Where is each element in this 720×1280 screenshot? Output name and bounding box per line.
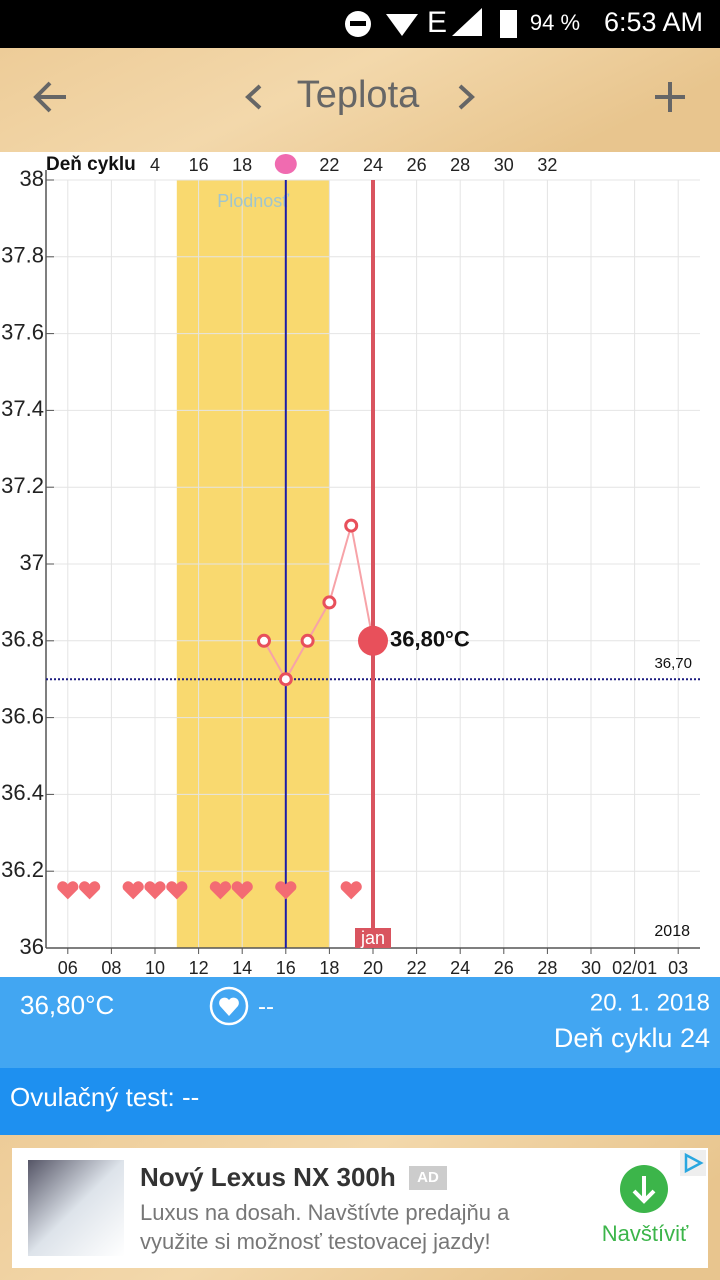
summary-date: 20. 1. 2018 [590, 989, 710, 1016]
ad-description: využite si možnosť testovacej jazdy! [140, 1229, 491, 1254]
next-button[interactable] [458, 84, 475, 110]
x-tick-label: 02/01 [612, 958, 657, 978]
clock: 6:53 AM [604, 7, 703, 37]
x2-tick-label: 32 [537, 155, 557, 175]
y-tick-label: 36.6 [1, 703, 44, 728]
intercourse-heart [57, 881, 79, 900]
intercourse-heart [144, 881, 166, 900]
x2-tick-label: 4 [150, 155, 160, 175]
intercourse-heart [219, 997, 239, 1016]
x2-tick-label: 18 [232, 155, 252, 175]
x-tick-label: 03 [668, 958, 688, 978]
x-tick-label: 28 [537, 958, 557, 978]
y-tick-label: 37.4 [1, 396, 44, 421]
point [278, 672, 293, 687]
x-tick-label: 30 [581, 958, 601, 978]
y-tick-label: 36.4 [1, 780, 44, 805]
intercourse-heart [231, 881, 253, 900]
point [300, 633, 315, 648]
summary-temperature: 36,80°C [20, 990, 114, 1020]
chart: 36 36.2 36.4 36.6 36.8 37 37.2 37.4 37.6 37.8 38 06… [1, 154, 700, 978]
y-tick-label: 37.8 [1, 243, 44, 268]
intercourse-heart [122, 881, 144, 900]
add-button[interactable] [655, 82, 685, 112]
back-button[interactable] [33, 81, 66, 113]
x-tick-label: 24 [450, 958, 470, 978]
x-tick-label: 26 [494, 958, 514, 978]
y-tick-label: 37.6 [1, 319, 44, 344]
x-tick-label: 20 [363, 958, 383, 978]
battery-level: 94 % [530, 10, 580, 35]
wifi-icon [386, 14, 418, 36]
x2-tick-label: 22 [319, 155, 339, 175]
ad-badge: AD [417, 1169, 439, 1186]
temperature-line [263, 525, 374, 682]
x2-tick-label: 26 [407, 155, 427, 175]
y-tick-label: 37.2 [1, 473, 44, 498]
x-tick-label: 06 [58, 958, 78, 978]
ovulation-marker [274, 154, 297, 174]
x2-axis-title: Deň cyklu [46, 154, 136, 175]
ad-action[interactable]: Navštíviť [602, 1221, 689, 1246]
y-tick-label: 36.8 [1, 627, 44, 652]
adchoices-icon [684, 1152, 704, 1174]
point-label: 36,80°C [390, 627, 470, 652]
y-tick-label: 36.2 [1, 857, 44, 882]
network-type: E [427, 6, 447, 39]
battery-icon [500, 10, 517, 38]
fertile-label: Plodnosť [217, 191, 289, 211]
ad-description: Luxus na dosah. Navštívte predajňu a [140, 1200, 510, 1225]
intercourse-heart [275, 881, 297, 900]
selected-point [358, 625, 388, 656]
month-label-box [355, 928, 391, 948]
y-tick-label: 38 [20, 166, 44, 191]
intercourse-heart [79, 881, 101, 900]
ad-card[interactable] [12, 1148, 708, 1268]
ovulation-test[interactable]: Ovulačný test: -- [10, 1082, 199, 1112]
prev-button[interactable] [245, 84, 262, 110]
x2-tick-label: 30 [494, 155, 514, 175]
x2-tick-label: 24 [363, 155, 383, 175]
signal-icon [452, 8, 482, 36]
intercourse-icon[interactable] [209, 986, 249, 1026]
ad-title: Nový Lexus NX 300h [140, 1162, 396, 1192]
intercourse-heart [209, 881, 231, 900]
toolbar-title: Teplota [297, 74, 420, 116]
ad-image [28, 1160, 124, 1256]
intercourse-heart [166, 881, 188, 900]
x-tick-label: 12 [189, 958, 209, 978]
point [257, 633, 271, 648]
dnd-bar [350, 21, 366, 26]
x-tick-label: 22 [407, 958, 427, 978]
ovulation-panel [0, 1068, 720, 1135]
coverline-label: 36,70 [654, 655, 692, 672]
y-tick-label: 36 [20, 934, 44, 959]
summary-panel [0, 977, 720, 1068]
year-label: 2018 [654, 923, 690, 940]
summary-intercourse: -- [258, 993, 274, 1020]
x2-tick-label: 16 [189, 155, 209, 175]
x-tick-label: 16 [276, 958, 296, 978]
x-tick-label: 08 [101, 958, 121, 978]
point [322, 595, 337, 610]
point [344, 518, 359, 533]
x-tick-label: 14 [232, 958, 252, 978]
intercourse-heart [340, 881, 362, 900]
ad-action-arrow [632, 1176, 656, 1204]
y-tick-label: 37 [20, 550, 44, 575]
x-tick-label: 10 [145, 958, 165, 978]
x2-tick-label: 28 [450, 155, 470, 175]
summary-cycle-day: Deň cyklu 24 [554, 1023, 710, 1053]
ad-badge-box [409, 1166, 447, 1190]
toolbar [0, 48, 720, 152]
month-label: jan [360, 928, 385, 948]
x-tick-label: 18 [319, 958, 339, 978]
